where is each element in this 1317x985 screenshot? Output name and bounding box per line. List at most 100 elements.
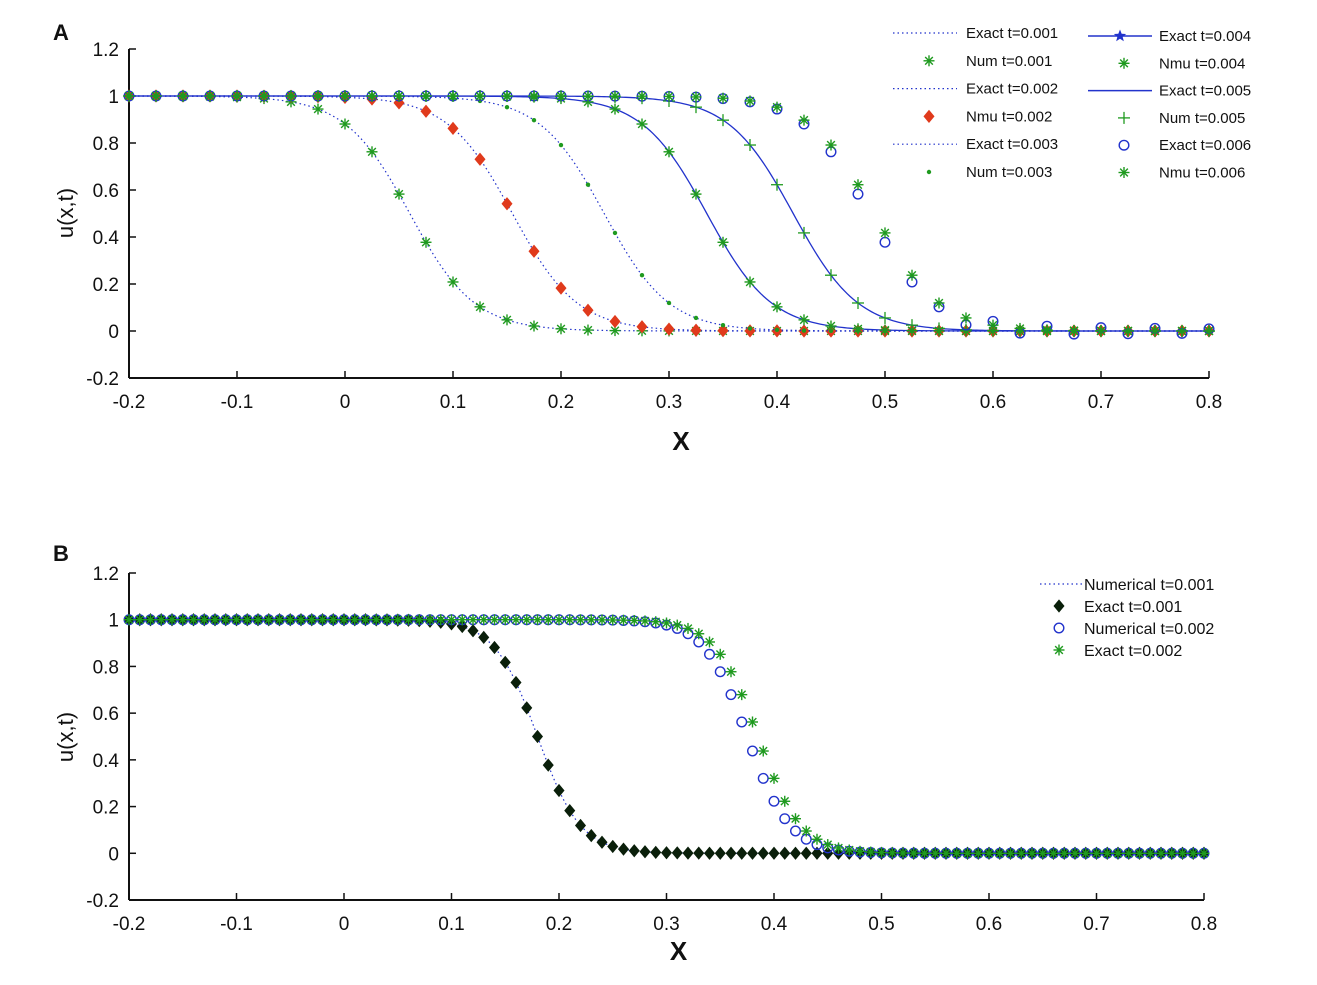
data-point [361,615,370,625]
data-point [995,848,1005,858]
data-point [666,300,672,306]
data-point [296,615,306,625]
data-point [736,716,748,728]
legend-item: Num t=0.003 [926,164,1052,181]
data-point [447,121,459,136]
data-point [253,615,263,625]
data-point [799,115,809,125]
data-point [718,237,728,247]
data-point [565,615,575,625]
x-tick-label: 0.6 [976,914,1002,935]
x-tick-label: 0.2 [548,392,574,413]
data-point [768,846,780,860]
series-line [129,95,1209,332]
legend-marker [1113,29,1127,42]
data-point [586,615,596,625]
y-tick-label: 1 [108,611,119,632]
series-exact-t-0-001 [123,613,1210,860]
series-line [129,95,1209,332]
data-point [898,848,908,858]
data-point [736,846,748,860]
x-axis-label: X [670,936,688,966]
legend-marker [924,56,934,66]
series-num-t-0-003 [126,93,1212,334]
data-point [779,846,791,860]
data-point [474,152,486,166]
data-point [502,315,512,325]
data-point [564,804,576,818]
y-tick-label: 0 [108,322,119,343]
data-point [973,848,983,858]
data-point [425,615,435,625]
data-point [747,326,753,331]
data-point [597,615,607,625]
series-nmu-t-0-006 [123,90,1215,337]
series-nmu-t-0-002 [123,89,1215,338]
x-tick-label: 0.5 [872,392,898,413]
data-point [232,615,241,625]
data-point [853,180,863,190]
data-point [866,847,876,857]
data-point [531,117,537,123]
data-point [467,624,479,638]
data-point [285,615,295,625]
data-point [693,846,705,860]
data-point [799,315,809,325]
series-line [129,95,1209,332]
series-exact-t-0-002 [129,95,1209,332]
series-num-t-0-001 [123,90,1215,337]
data-point [745,277,755,287]
data-point [714,666,726,678]
data-point [664,92,674,101]
data-point [479,615,489,625]
data-point [478,630,490,645]
data-point [205,91,215,101]
series-nmu-t-0-004 [123,90,1215,337]
legend-label: Nmu t=0.004 [1159,55,1245,72]
data-point [662,618,671,628]
data-point [880,228,890,238]
legend-item: Nmu t=0.004 [1118,55,1245,72]
data-point [554,615,564,625]
data-point [800,846,812,860]
data-point [790,825,802,837]
x-tick-label: 0 [339,914,350,935]
data-point [475,91,485,101]
legend-a: Exact t=0.001 Num t=0.001 Exact t=0.002 Nmu… [893,25,1251,182]
data-point [768,795,780,807]
data-point [1188,848,1198,858]
data-point [124,615,134,625]
legend-item: Exact t=0.001 [893,25,1058,42]
y-tick-label: 1.2 [93,40,119,61]
data-point [887,848,897,858]
data-point [1167,848,1177,858]
x-tick-label: 0.4 [761,914,788,935]
legend-item: Nmu t=0.002 [923,108,1052,125]
data-point [801,826,811,836]
data-point [961,313,971,323]
data-point [1178,848,1187,858]
x-tick-label: 0.8 [1191,914,1217,935]
data-point [340,119,350,129]
series-line [129,95,1209,332]
data-point [414,615,424,625]
data-point [746,846,759,860]
data-point [553,783,565,798]
data-point [1038,848,1048,858]
legend-label: Nmu t=0.002 [966,108,1052,125]
series-exact-t-0-002 [123,614,1210,859]
data-point [501,197,513,211]
data-point [420,104,432,118]
data-point [1156,848,1166,858]
x-axis-label: X [672,426,690,456]
data-point [313,91,323,101]
data-point [772,102,782,112]
data-point [705,637,714,647]
y-tick-label: 0.4 [93,228,120,249]
data-point [574,818,587,833]
legend-label: Nmu t=0.006 [1159,165,1245,182]
data-point [394,91,404,101]
data-point [542,758,554,772]
data-point [758,746,768,756]
data-point [744,324,756,338]
